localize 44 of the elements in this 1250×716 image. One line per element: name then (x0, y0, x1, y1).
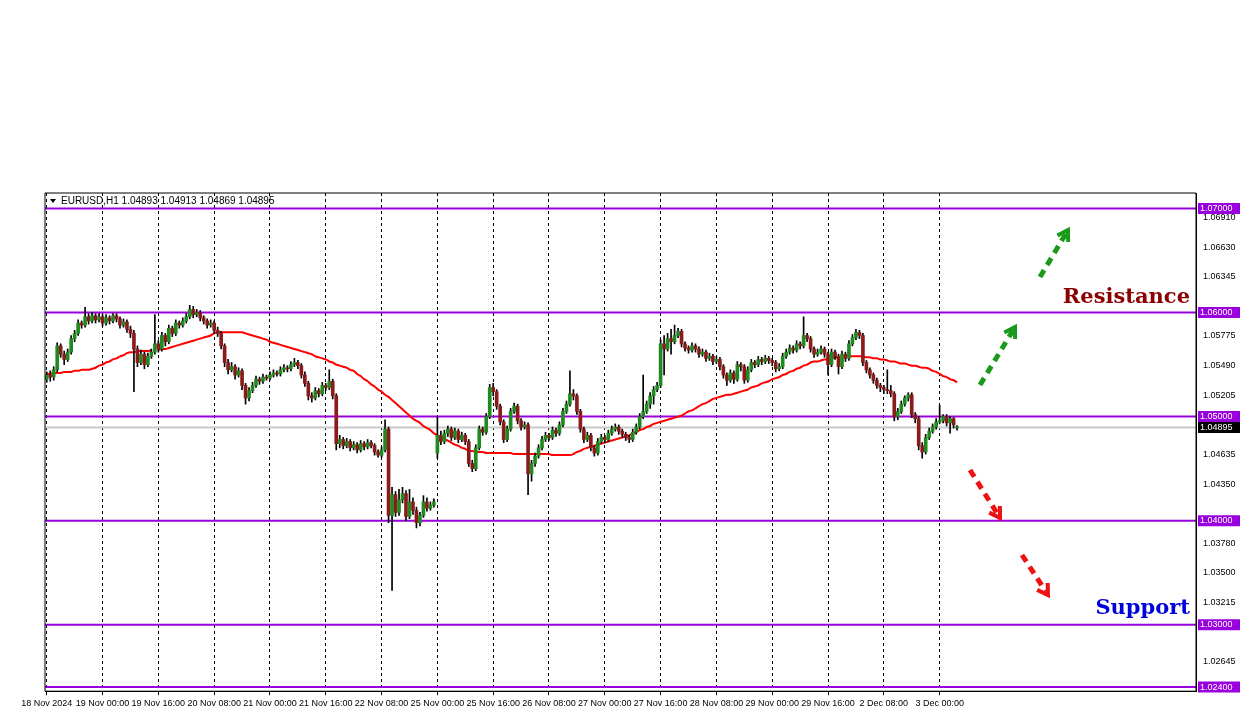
y-tick-label: 1.03215 (1203, 596, 1236, 607)
ref-line-label: 1.07000 (1200, 203, 1233, 214)
y-tick-label: 1.06910 (1203, 212, 1236, 223)
candlestick (669, 328, 673, 355)
ref-line-label: 1.06000 (1200, 307, 1233, 318)
y-tick-label: 1.06630 (1203, 241, 1236, 252)
x-tick-label: 28 Nov 08:00 (689, 698, 744, 709)
x-tick-label: 19 Nov 00:00 (75, 698, 130, 709)
x-tick-label: 21 Nov 00:00 (243, 698, 297, 709)
y-tick-label: 1.05490 (1203, 360, 1236, 371)
x-tick-label: 25 Nov 00:00 (410, 698, 465, 709)
x-tick-label: 3 Dec 00:00 (915, 698, 964, 709)
x-tick-label: 19 Nov 16:00 (131, 698, 186, 709)
x-tick-label: 18 Nov 2024 (21, 698, 73, 709)
y-tick-label: 1.06345 (1203, 271, 1236, 282)
candlestick (153, 314, 157, 355)
ref-line-label: 1.04895 (1200, 422, 1233, 433)
x-tick-label: 26 Nov 08:00 (522, 698, 576, 709)
y-tick-label: 1.03780 (1203, 537, 1236, 548)
x-tick-label: 20 Nov 08:00 (187, 698, 241, 709)
ref-line-label: 1.04000 (1200, 515, 1233, 526)
x-tick-label: 29 Nov 16:00 (801, 698, 855, 709)
y-tick-label: 1.04635 (1203, 449, 1236, 460)
x-tick-label: 29 Nov 00:00 (745, 698, 799, 709)
ref-line-label: 1.05000 (1200, 411, 1233, 422)
x-tick-label: 22 Nov 08:00 (354, 698, 409, 709)
ref-line-label: 1.03000 (1200, 619, 1233, 630)
x-tick-label: 27 Nov 00:00 (578, 698, 632, 709)
candlestick (948, 416, 952, 434)
y-tick-label: 1.05775 (1203, 330, 1236, 341)
y-tick-label: 1.03500 (1203, 567, 1236, 578)
y-tick-label: 1.04350 (1203, 478, 1236, 489)
y-tick-label: 1.05205 (1203, 389, 1236, 400)
x-tick-label: 21 Nov 16:00 (299, 698, 353, 709)
x-tick-label: 2 Dec 08:00 (859, 698, 909, 709)
x-tick-label: 27 Nov 16:00 (633, 698, 688, 709)
y-tick-label: 1.02645 (1203, 656, 1236, 667)
annotation: Support (1095, 594, 1191, 620)
ref-line-label: 1.02400 (1200, 681, 1233, 692)
candlestick (662, 335, 666, 376)
x-tick-label: 25 Nov 16:00 (466, 698, 520, 709)
annotation: Resistance (1062, 283, 1190, 309)
chart-title: EURUSD,H1 1.04893 1.04913 1.04869 1.04895 (61, 194, 275, 206)
candlestick (390, 487, 394, 591)
